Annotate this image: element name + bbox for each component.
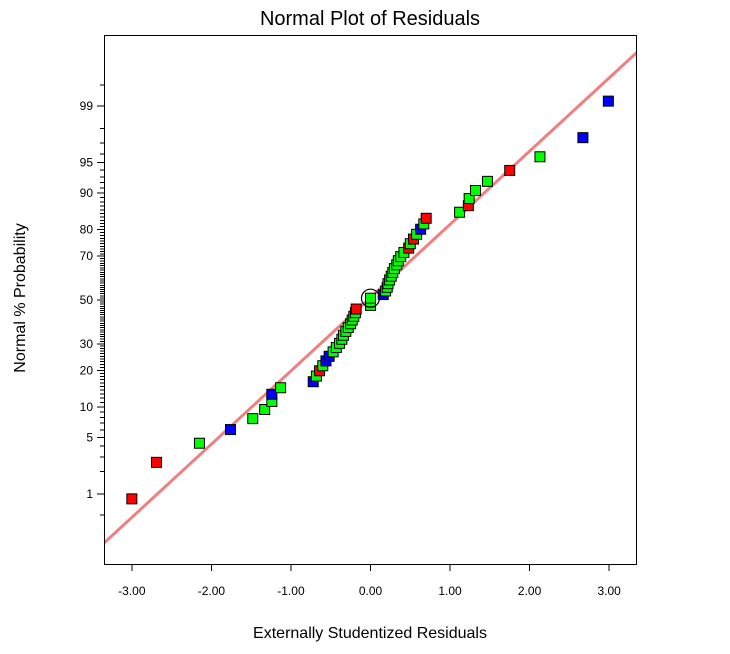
data-point <box>454 206 466 218</box>
x-tick-label: 2.00 <box>518 584 542 598</box>
data-point <box>420 212 432 224</box>
x-axis: -3.00 -2.00 -1.00 0.00 1.00 2.00 3.00 <box>118 565 621 598</box>
data-point <box>151 456 163 468</box>
data-point <box>126 493 138 505</box>
data-point <box>266 388 278 400</box>
data-point <box>193 437 205 449</box>
data-point <box>504 164 516 176</box>
data-point <box>247 413 259 425</box>
x-tick-label: -2.00 <box>198 584 226 598</box>
y-tick-label: 20 <box>80 363 94 377</box>
y-tick-label: 90 <box>80 186 94 200</box>
y-tick-label: 50 <box>80 293 94 307</box>
data-points <box>126 95 614 505</box>
data-point <box>275 382 287 394</box>
y-tick-label: 99 <box>80 99 94 113</box>
data-point <box>365 292 376 304</box>
data-point <box>577 132 589 144</box>
plot-frame <box>104 35 637 565</box>
plot-content <box>104 50 637 545</box>
y-axis-label: Normal % Probability <box>12 223 29 372</box>
data-point <box>224 424 236 436</box>
y-tick-label: 95 <box>80 156 94 170</box>
data-point <box>470 185 482 197</box>
y-tick-label: 70 <box>80 249 94 263</box>
y-tick-label: 1 <box>86 487 93 501</box>
y-tick-label: 10 <box>80 400 94 414</box>
circled-point-marker <box>360 288 381 308</box>
x-tick-label: 1.00 <box>438 584 462 598</box>
x-tick-label: -1.00 <box>277 584 305 598</box>
data-point <box>481 175 493 187</box>
x-axis-label: Externally Studentized Residuals <box>253 625 487 642</box>
data-point <box>350 303 362 315</box>
x-tick-label: -3.00 <box>118 584 146 598</box>
data-point <box>602 95 614 107</box>
y-tick-label: 80 <box>80 223 94 237</box>
data-point <box>534 151 546 163</box>
x-tick-label: 3.00 <box>597 584 621 598</box>
data-point <box>463 193 475 205</box>
y-tick-label: 5 <box>86 430 93 444</box>
chart-title: Normal Plot of Residuals <box>260 8 480 30</box>
x-tick-label: 0.00 <box>359 584 383 598</box>
y-axis: 1 5 10 20 30 50 70 80 90 95 99 <box>80 84 104 516</box>
data-point <box>259 403 271 415</box>
y-tick-label: 30 <box>80 337 94 351</box>
